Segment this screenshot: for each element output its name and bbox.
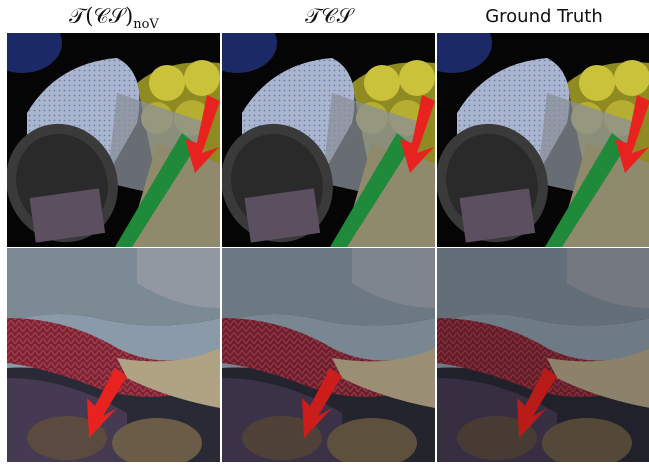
header-sub: noV	[133, 17, 159, 32]
panel-novis-top	[0, 13, 220, 261]
column-header: Ground Truth	[437, 0, 649, 33]
header-main: Ground Truth	[485, 6, 603, 27]
panel-tcs-top	[197, 13, 435, 261]
image-grid	[0, 0, 649, 467]
header-main: 𝒯𝒞𝒮	[305, 4, 353, 28]
column-header: 𝒯𝒞𝒮	[222, 0, 436, 33]
panel-gt-top	[412, 13, 649, 261]
figure: 𝒯(𝒞𝒮)noV 𝒯𝒞𝒮 Ground Truth	[0, 0, 649, 467]
column-header: 𝒯(𝒞𝒮)noV	[7, 0, 221, 33]
panel-novis-bottom	[7, 248, 220, 467]
header-main: 𝒯(𝒞𝒮)	[69, 4, 133, 28]
panel-gt-bottom	[437, 248, 649, 467]
panel-tcs-bottom	[222, 248, 435, 467]
